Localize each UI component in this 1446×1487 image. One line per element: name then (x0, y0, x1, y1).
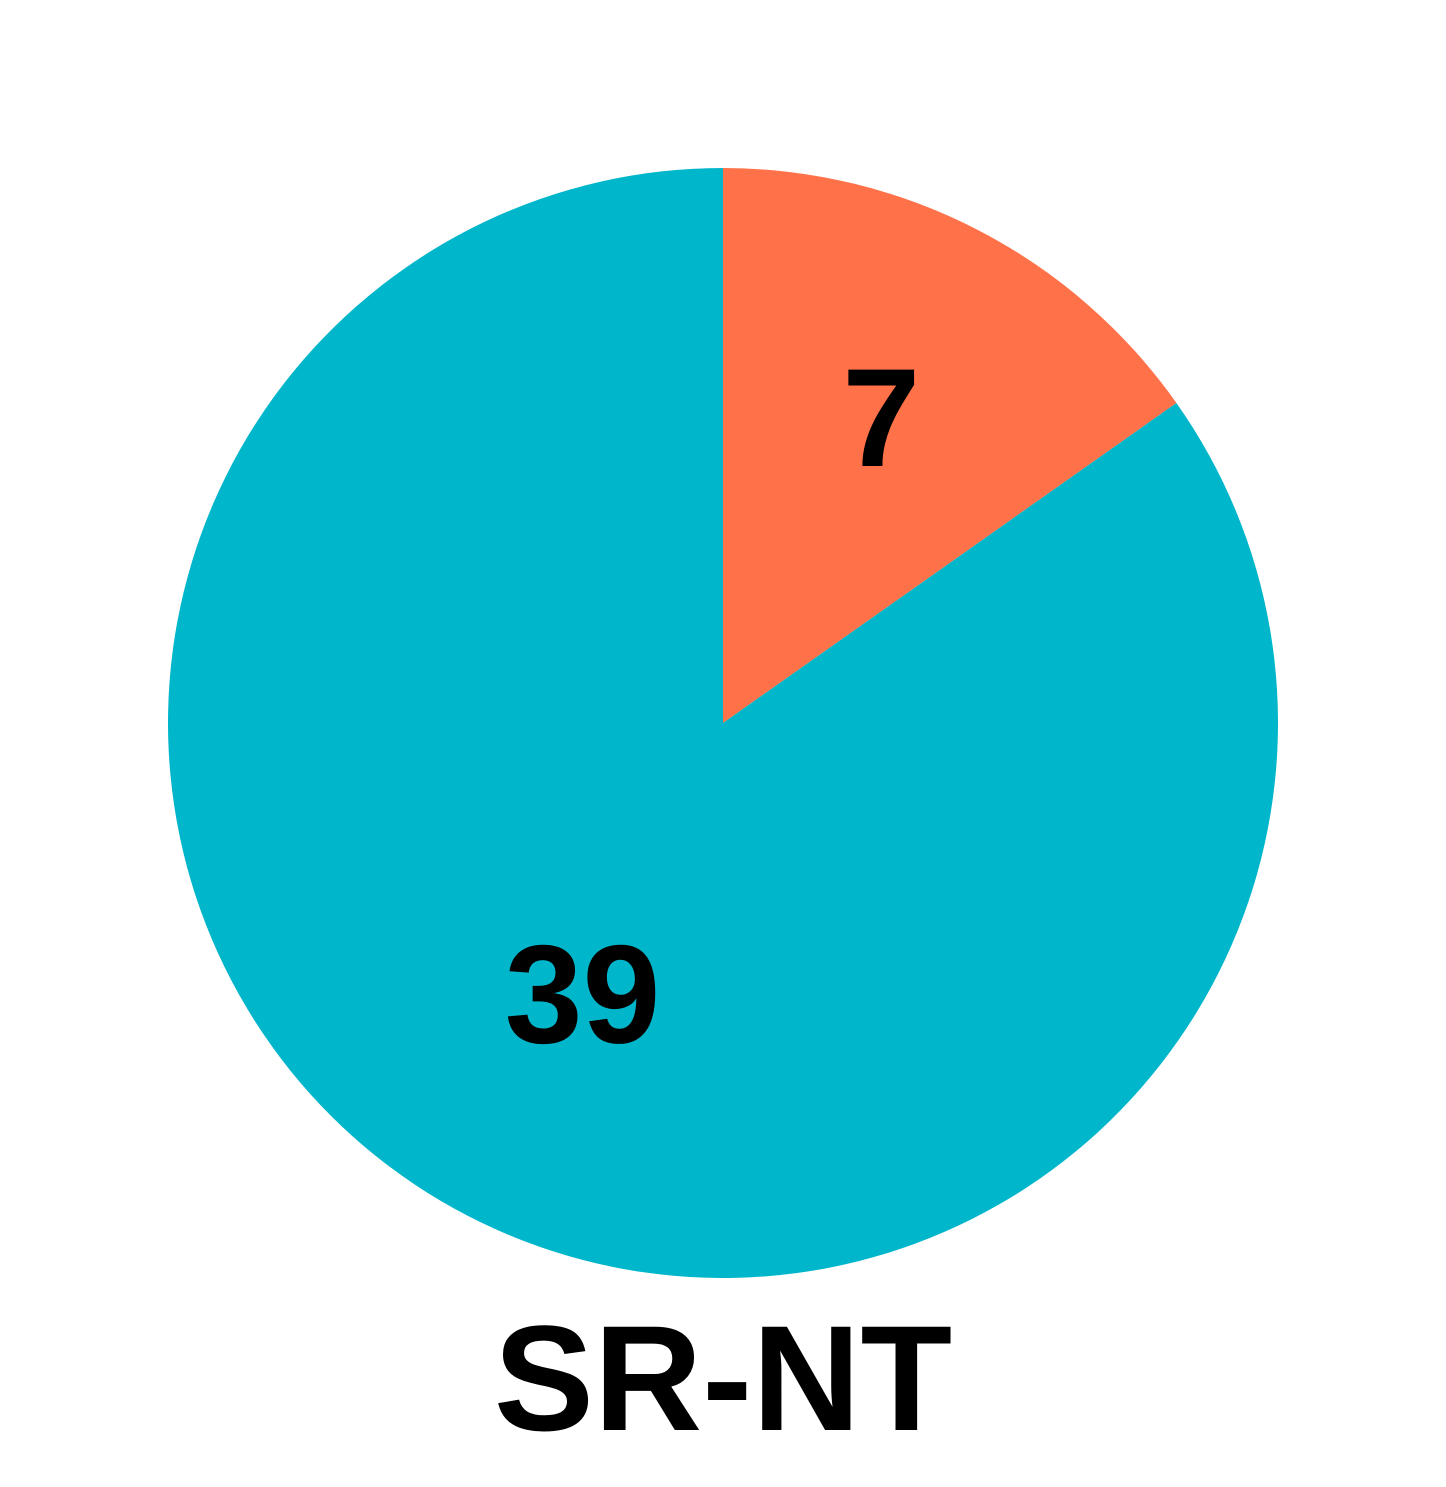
slice-label-39: 39 (505, 916, 661, 1073)
pie-labels: 7 39 (505, 339, 921, 1073)
slice-label-7: 7 (842, 339, 920, 496)
pie-slice-39 (168, 168, 1278, 1278)
chart-title: SR-NT (494, 1294, 952, 1462)
pie-slice-7 (723, 168, 1177, 723)
pie-slices (168, 168, 1278, 1278)
